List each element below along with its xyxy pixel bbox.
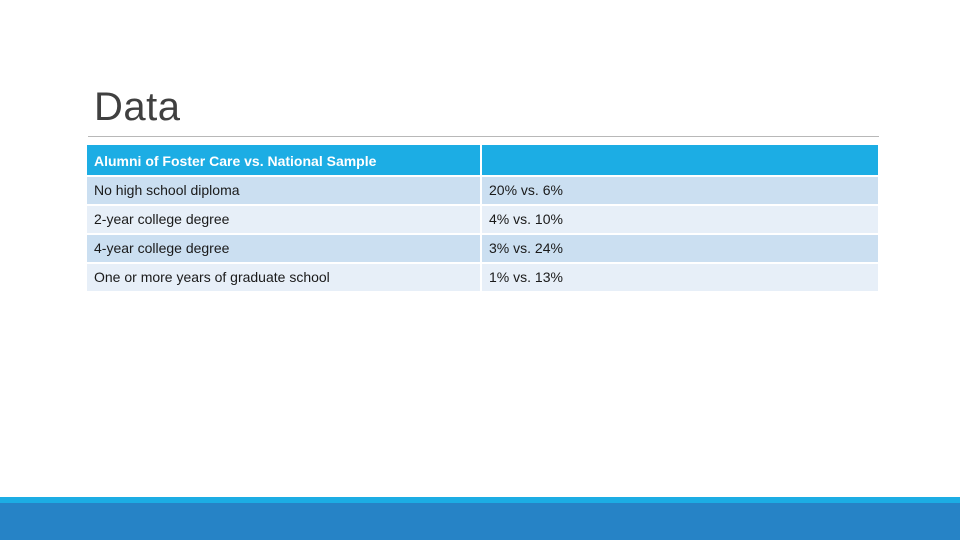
table-cell-label: One or more years of graduate school <box>87 264 482 293</box>
table-row: 4-year college degree 3% vs. 24% <box>87 235 878 264</box>
table-cell-label: 2-year college degree <box>87 206 482 235</box>
table-row: One or more years of graduate school 1% … <box>87 264 878 293</box>
title-divider <box>88 136 879 137</box>
table-cell-value: 1% vs. 13% <box>482 264 878 293</box>
data-table: Alumni of Foster Care vs. National Sampl… <box>87 145 878 293</box>
table-header-cell: Alumni of Foster Care vs. National Sampl… <box>87 145 482 177</box>
footer-band-accent <box>0 497 960 503</box>
table-row: 2-year college degree 4% vs. 10% <box>87 206 878 235</box>
table-cell-value: 20% vs. 6% <box>482 177 878 206</box>
table-header-row: Alumni of Foster Care vs. National Sampl… <box>87 145 878 177</box>
table-cell-value: 3% vs. 24% <box>482 235 878 264</box>
slide-title: Data <box>94 85 181 129</box>
table-cell-value: 4% vs. 10% <box>482 206 878 235</box>
table-header-cell <box>482 145 878 177</box>
footer-band <box>0 503 960 540</box>
table-row: No high school diploma 20% vs. 6% <box>87 177 878 206</box>
table-cell-label: No high school diploma <box>87 177 482 206</box>
table-cell-label: 4-year college degree <box>87 235 482 264</box>
